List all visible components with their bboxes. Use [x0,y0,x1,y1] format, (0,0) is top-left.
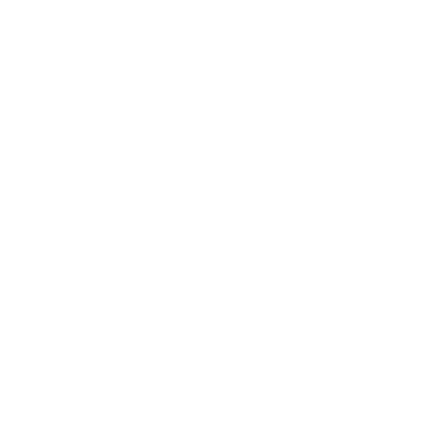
Text: a (no cartopy): a (no cartopy) [4,0,93,12]
